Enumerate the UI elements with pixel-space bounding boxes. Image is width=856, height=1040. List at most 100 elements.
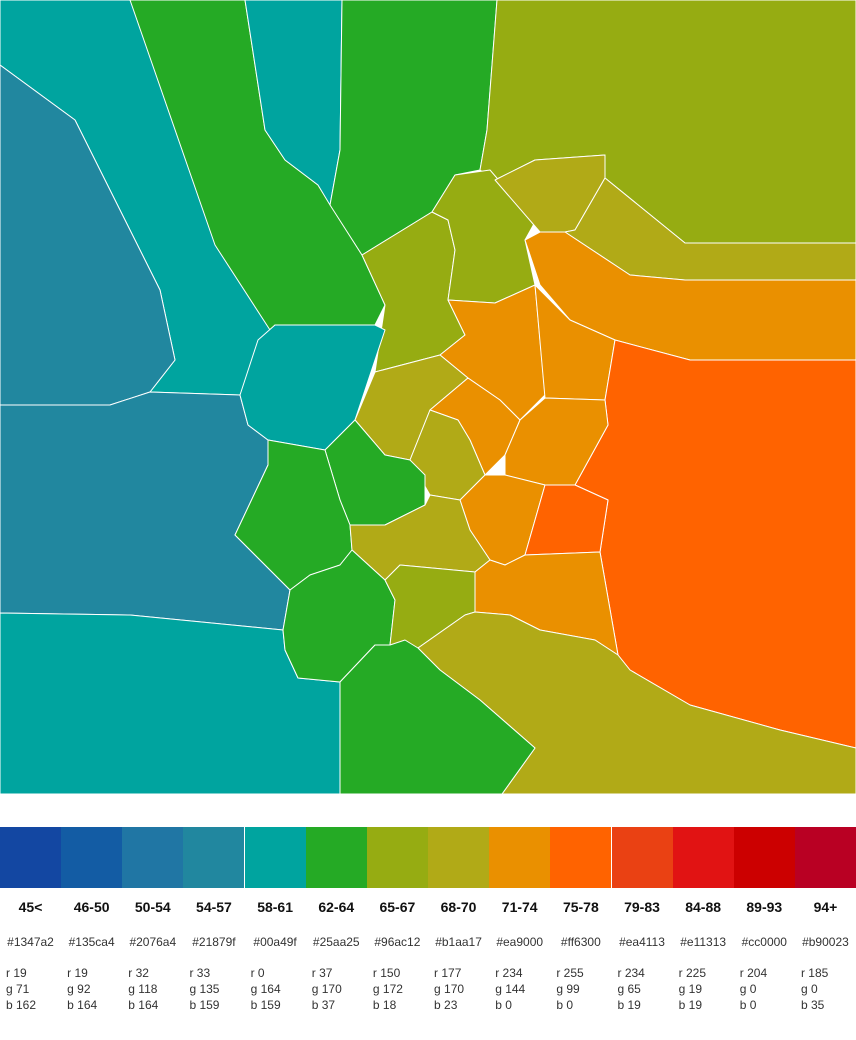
legend-blue-value: b 159	[189, 998, 220, 1012]
legend-range-label: 58-61	[257, 899, 293, 915]
legend-red-value: r 255	[556, 966, 584, 980]
legend-swatch	[489, 827, 551, 888]
legend-swatch	[550, 827, 612, 888]
legend-hex-label: #135ca4	[68, 935, 115, 949]
legend-swatch	[733, 827, 795, 888]
legend-item: 54-57 #21879f r 33 g 135 b 159	[183, 827, 245, 1040]
legend-blue-value: b 35	[800, 998, 825, 1012]
legend-blue-value: b 18	[372, 998, 397, 1012]
legend-swatch	[244, 827, 306, 888]
legend-hex-label: #ff6300	[560, 935, 601, 949]
legend-hex-label: #96ac12	[374, 935, 421, 949]
legend-range-label: 84-88	[685, 899, 722, 915]
legend-item: 75-78 #ff6300 r 255 g 99 b 0	[550, 827, 612, 1040]
legend-item: 62-64 #25aa25 r 37 g 170 b 37	[305, 827, 367, 1040]
legend-blue-value: b 164	[67, 998, 98, 1012]
legend-hex-label: #ea9000	[496, 935, 544, 949]
temperature-map	[0, 0, 856, 794]
legend-green-value: g 92	[67, 982, 91, 996]
legend-hex-label: #25aa25	[312, 935, 360, 949]
legend-hex-label: #e11313	[680, 935, 727, 949]
legend-item: 84-88 #e11313 r 225 g 19 b 19	[672, 827, 734, 1040]
legend-red-value: r 150	[372, 966, 401, 980]
legend-item: 46-50 #135ca4 r 19 g 92 b 164	[61, 827, 123, 1040]
legend-item: 45< #1347a2 r 19 g 71 b 162	[0, 827, 61, 1040]
legend-red-value: r 32	[128, 966, 149, 980]
legend-range-label: 79-83	[624, 899, 660, 915]
legend-blue-value: b 23	[434, 998, 458, 1012]
legend-swatch	[122, 827, 184, 888]
legend-swatch	[428, 827, 490, 888]
legend-blue-value: b 19	[617, 998, 641, 1012]
legend-hex-label: #21879f	[192, 935, 236, 949]
legend-range-label: 68-70	[440, 899, 477, 915]
color-legend: 45< #1347a2 r 19 g 71 b 162 46-50 #135ca4 r 19 g…	[0, 827, 856, 1040]
map-region-south-green	[339, 639, 536, 794]
legend-item: 50-54 #2076a4 r 32 g 118 b 164	[122, 827, 184, 1040]
legend-range-label: 62-64	[318, 899, 355, 915]
legend-range-label: 65-67	[379, 899, 416, 915]
legend-green-value: g 19	[678, 982, 702, 996]
legend-blue-value: b 164	[128, 998, 159, 1012]
legend-range-label: 50-54	[134, 899, 171, 915]
legend-red-value: r 19	[67, 966, 88, 980]
legend-green-value: g 65	[617, 982, 641, 996]
legend-red-value: r 204	[739, 966, 768, 980]
legend-range-label: 45<	[18, 899, 43, 915]
legend-red-value: r 234	[617, 966, 645, 980]
legend-green-value: g 0	[739, 982, 757, 996]
legend-blue-value: b 0	[739, 998, 757, 1012]
legend-blue-value: b 0	[556, 998, 574, 1012]
legend-swatch	[611, 827, 673, 888]
legend-red-value: r 177	[434, 966, 462, 980]
legend-green-value: g 99	[556, 982, 580, 996]
legend-red-value: r 19	[6, 966, 27, 980]
legend-green-value: g 135	[189, 982, 220, 996]
legend-blue-value: b 162	[6, 998, 37, 1012]
legend-item: 94+ #b90023 r 185 g 0 b 35	[794, 827, 856, 1040]
legend-blue-value: b 159	[250, 998, 281, 1012]
legend-swatch	[61, 827, 123, 888]
legend-swatch	[672, 827, 734, 888]
legend-range-label: 75-78	[562, 899, 599, 915]
legend-blue-value: b 19	[678, 998, 702, 1012]
legend-green-value: g 144	[495, 982, 526, 996]
legend-hex-label: #1347a2	[7, 935, 54, 949]
legend-red-value: r 33	[189, 966, 211, 980]
legend-green-value: g 164	[250, 982, 281, 996]
legend-swatch	[794, 827, 856, 888]
legend-item: 65-67 #96ac12 r 150 g 172 b 18	[366, 827, 428, 1040]
legend-hex-label: #b90023	[802, 935, 849, 949]
legend-green-value: g 170	[434, 982, 465, 996]
legend-range-label: 46-50	[73, 899, 110, 915]
legend-green-value: g 71	[6, 982, 30, 996]
legend-hex-label: #ea4113	[619, 935, 665, 949]
map-region-hot-small	[524, 484, 609, 556]
legend-swatch	[366, 827, 428, 888]
legend-red-value: r 37	[311, 966, 333, 980]
legend-green-value: g 170	[311, 982, 342, 996]
legend-hex-label: #b1aa17	[435, 935, 482, 949]
legend-hex-label: #2076a4	[129, 935, 177, 949]
legend-blue-value: b 37	[311, 998, 336, 1012]
legend-item: 79-83 #ea4113 r 234 g 65 b 19	[611, 827, 673, 1040]
legend-item: 58-61 #00a49f r 0 g 164 b 159	[244, 827, 306, 1040]
legend-blue-value: b 0	[495, 998, 512, 1012]
legend-red-value: r 225	[678, 966, 706, 980]
legend-green-value: g 0	[800, 982, 818, 996]
legend-red-value: r 185	[800, 966, 829, 980]
legend-green-value: g 118	[128, 982, 158, 996]
legend-hex-label: #00a49f	[253, 935, 297, 949]
legend-swatch	[0, 827, 61, 888]
legend-red-value: r 234	[495, 966, 523, 980]
legend-range-label: 71-74	[501, 899, 538, 915]
legend-hex-label: #cc0000	[741, 935, 787, 949]
legend-item: 68-70 #b1aa17 r 177 g 170 b 23	[428, 827, 490, 1040]
legend-swatch	[183, 827, 245, 888]
legend-item: 89-93 #cc0000 r 204 g 0 b 0	[733, 827, 795, 1040]
map-region-east-band-orange	[524, 231, 856, 361]
legend-green-value: g 172	[372, 982, 403, 996]
legend-red-value: r 0	[250, 966, 265, 980]
legend-range-label: 94+	[813, 899, 838, 915]
legend-swatch	[305, 827, 367, 888]
